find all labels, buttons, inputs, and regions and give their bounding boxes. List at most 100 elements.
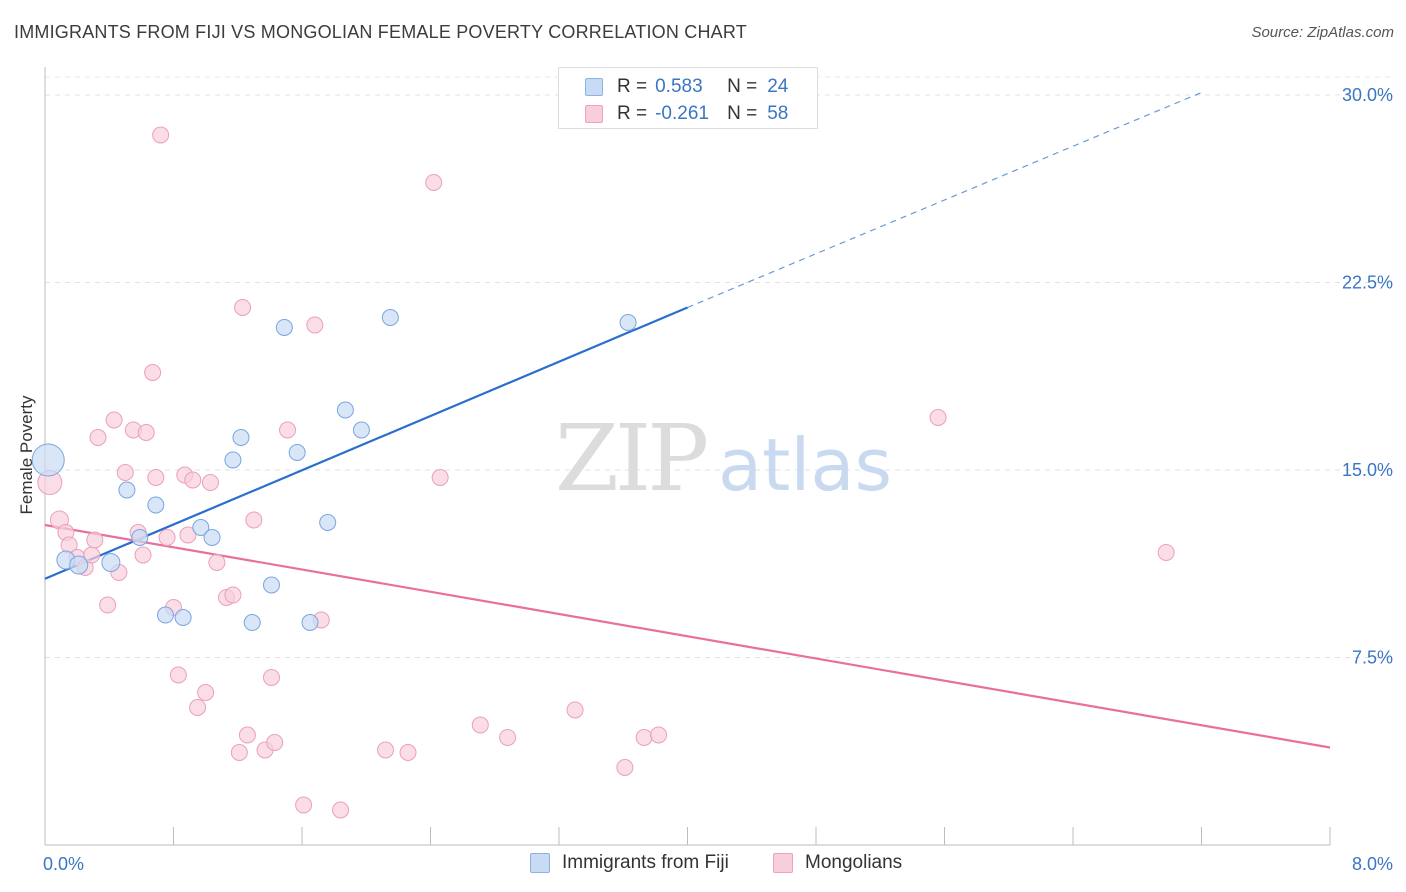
point-mongolians	[245, 511, 263, 529]
point-mongolians	[279, 421, 297, 439]
point-mongolians	[147, 469, 165, 486]
point-fiji	[101, 553, 121, 572]
point-fiji	[156, 606, 174, 624]
point-mongolians	[201, 474, 219, 491]
point-mongolians	[116, 464, 134, 481]
point-mongolians	[105, 411, 123, 429]
point-mongolians	[134, 546, 152, 564]
r-value: -0.261	[655, 103, 709, 124]
point-fiji	[336, 401, 354, 419]
trend-lines	[44, 91, 1331, 749]
source-label: Source: ZipAtlas.com	[1251, 24, 1394, 41]
series-legend: Immigrants from Fiji Mongolians	[0, 852, 1406, 878]
legend-row-mongolians: R = -0.261 N = 58	[585, 101, 788, 127]
trend-extension-fiji	[687, 91, 1202, 309]
point-mongolians	[1157, 544, 1175, 561]
point-mongolians	[566, 701, 584, 719]
mongolians-swatch	[585, 105, 603, 123]
point-mongolians	[238, 726, 256, 744]
trend-line-fiji	[44, 306, 688, 580]
point-mongolians	[616, 759, 634, 776]
point-fiji	[147, 496, 165, 514]
point-mongolians	[230, 744, 248, 761]
point-fiji	[31, 443, 65, 477]
mongolians-swatch	[773, 853, 793, 873]
n-label: N =	[727, 103, 758, 124]
fiji-swatch	[530, 853, 550, 873]
n-value: 58	[767, 103, 789, 124]
watermark-zip: ZIP	[555, 405, 706, 512]
point-fiji	[192, 519, 210, 536]
point-fiji	[203, 529, 221, 546]
point-fiji	[118, 481, 136, 499]
point-mongolians	[431, 469, 449, 486]
point-mongolians	[266, 734, 284, 751]
point-mongolians	[332, 801, 350, 819]
point-mongolians	[169, 666, 187, 684]
r-label: R =	[617, 76, 648, 97]
point-mongolians	[234, 299, 252, 316]
point-mongolians	[137, 424, 155, 441]
point-mongolians	[208, 554, 226, 571]
point-fiji	[131, 529, 149, 546]
y-tick-label: 15.0%	[1342, 460, 1393, 480]
correlation-legend: R = 0.583 N = 24 R = -0.261 N = 58	[558, 67, 818, 129]
point-mongolians	[650, 726, 668, 744]
point-mongolians	[86, 531, 104, 549]
point-fiji	[232, 429, 250, 446]
point-mongolians	[179, 526, 197, 544]
gridlines	[45, 76, 1395, 658]
point-mongolians	[306, 316, 324, 334]
x-tick-label: 8.0%	[1352, 854, 1393, 874]
y-tick-label: 22.5%	[1342, 273, 1393, 293]
point-fiji	[319, 514, 337, 531]
trend-line-mongolians	[44, 523, 1331, 749]
point-mongolians	[471, 716, 489, 734]
point-mongolians	[144, 364, 162, 381]
r-value: 0.583	[655, 76, 703, 97]
point-mongolians	[262, 669, 280, 686]
point-fiji	[619, 314, 637, 331]
n-label: N =	[727, 76, 758, 97]
point-mongolians	[929, 409, 947, 426]
point-mongolians	[189, 699, 207, 716]
legend-item-mongolians: Mongolians	[773, 852, 902, 874]
r-label: R =	[617, 103, 648, 124]
point-fiji	[224, 451, 242, 469]
n-value: 24	[767, 76, 789, 97]
x-tick-label: 0.0%	[43, 854, 84, 874]
point-fiji	[288, 444, 306, 461]
chart-title: IMMIGRANTS FROM FIJI VS MONGOLIAN FEMALE…	[14, 22, 747, 42]
fiji-swatch	[585, 78, 603, 96]
point-mongolians	[399, 744, 417, 761]
point-mongolians	[425, 174, 443, 191]
point-mongolians	[152, 126, 170, 144]
data-points	[31, 126, 1175, 819]
legend-row-fiji: R = 0.583 N = 24	[585, 74, 788, 100]
legend-label-mongolians: Mongolians	[805, 852, 903, 873]
y-tick-label: 7.5%	[1352, 648, 1393, 668]
legend-label-fiji: Immigrants from Fiji	[562, 852, 729, 873]
point-mongolians	[197, 684, 215, 701]
y-tick-label: 30.0%	[1342, 85, 1393, 105]
watermark: ZIP atlas	[555, 405, 892, 512]
point-mongolians	[158, 529, 176, 546]
tick-labels: 7.5% 15.0% 22.5% 30.0% 0.0% 8.0%	[43, 85, 1393, 874]
point-mongolians	[377, 741, 395, 759]
point-fiji	[243, 614, 261, 631]
point-mongolians	[224, 586, 242, 604]
point-fiji	[381, 309, 399, 326]
point-mongolians	[99, 596, 117, 614]
point-fiji	[174, 609, 192, 626]
point-fiji	[69, 555, 89, 575]
watermark-atlas: atlas	[718, 423, 892, 507]
point-fiji	[301, 614, 319, 631]
point-mongolians	[89, 429, 107, 446]
point-mongolians	[295, 796, 313, 814]
point-mongolians	[635, 729, 653, 746]
point-mongolians	[184, 471, 202, 489]
point-fiji	[275, 319, 293, 336]
point-fiji	[352, 421, 370, 439]
point-mongolians	[499, 729, 517, 746]
